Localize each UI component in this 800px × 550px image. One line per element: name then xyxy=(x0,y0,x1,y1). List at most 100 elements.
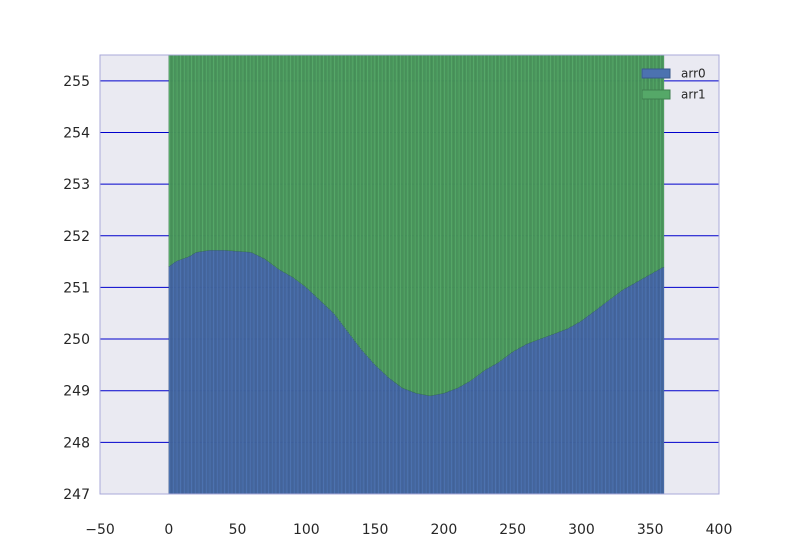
bar-arr0 xyxy=(379,369,381,495)
bar-arr1 xyxy=(403,54,406,390)
bar-arr0 xyxy=(651,273,654,495)
bar-arr1 xyxy=(559,54,561,332)
bar-arr1 xyxy=(462,54,465,385)
bar-arr0 xyxy=(531,341,534,495)
bar-arr0 xyxy=(299,282,301,495)
y-tick-label: 249 xyxy=(63,384,90,400)
bar-arr0 xyxy=(560,330,563,495)
bar-arr0 xyxy=(269,262,271,495)
bar-arr1 xyxy=(285,54,288,274)
bar-arr1 xyxy=(509,54,512,354)
bar-arr0 xyxy=(346,330,348,495)
bar-arr0 xyxy=(335,315,337,495)
bar-arr0 xyxy=(467,382,469,495)
plot-frame xyxy=(99,54,720,495)
y-tick-label: 255 xyxy=(63,74,90,90)
bar-arr0 xyxy=(438,394,440,495)
bar-arr1 xyxy=(395,54,398,384)
bar-arr0 xyxy=(352,339,355,495)
bar-arr0 xyxy=(208,250,211,495)
bar-arr0 xyxy=(487,367,490,495)
bar-arr0 xyxy=(315,296,318,495)
bar-arr1 xyxy=(275,54,278,268)
bar-arr0 xyxy=(336,317,339,495)
bar-arr1 xyxy=(328,54,330,309)
bar-arr0 xyxy=(200,251,202,495)
bar-arr0 xyxy=(502,358,505,495)
bar-arr0 xyxy=(262,257,264,495)
bar-arr0 xyxy=(295,279,297,495)
bar-arr1 xyxy=(185,54,187,258)
bar-arr0 xyxy=(482,371,484,495)
bar-arr1 xyxy=(574,54,577,325)
bar-arr1 xyxy=(241,54,244,252)
bar-arr0 xyxy=(611,297,614,495)
bar-arr0 xyxy=(256,255,259,495)
bar-arr1 xyxy=(549,54,552,336)
bar-arr0 xyxy=(509,353,512,495)
bar-arr1 xyxy=(193,54,196,254)
bar-arr0 xyxy=(366,356,369,495)
bar-arr0 xyxy=(479,373,482,495)
bar-arr1 xyxy=(198,54,201,252)
bar-arr1 xyxy=(632,54,634,285)
bar-arr1 xyxy=(505,54,508,357)
bar-arr1 xyxy=(440,54,443,394)
bar-arr1 xyxy=(434,54,436,396)
bar-arr1 xyxy=(471,54,473,381)
bar-arr0 xyxy=(413,392,416,495)
bar-arr0 xyxy=(351,337,354,495)
bar-arr1 xyxy=(182,54,185,259)
bar-arr0 xyxy=(212,250,215,495)
bar-arr1 xyxy=(456,54,458,389)
bar-arr0 xyxy=(201,251,204,495)
bar-arr1 xyxy=(564,54,567,330)
bar-arr1 xyxy=(401,54,403,388)
bar-arr0 xyxy=(575,323,578,495)
bar-arr0 xyxy=(241,251,244,495)
bar-arr1 xyxy=(575,54,578,324)
bar-arr1 xyxy=(513,54,516,351)
bar-arr0 xyxy=(443,392,446,495)
bar-arr1 xyxy=(291,54,293,277)
bar-arr0 xyxy=(640,279,643,495)
bar-arr1 xyxy=(413,54,416,393)
bar-arr0 xyxy=(553,333,556,495)
bar-arr1 xyxy=(326,54,329,308)
bar-arr0 xyxy=(556,332,559,495)
bar-arr0 xyxy=(322,303,325,495)
bar-arr0 xyxy=(292,277,295,495)
bar-arr0 xyxy=(513,350,516,495)
bar-arr0 xyxy=(282,271,285,495)
bar-arr0 xyxy=(449,390,451,495)
bar-arr0 xyxy=(519,347,522,495)
bar-arr1 xyxy=(179,54,182,260)
bar-arr1 xyxy=(248,54,251,253)
legend-swatch-arr1 xyxy=(641,89,671,100)
bar-arr0 xyxy=(445,392,447,495)
bar-arr0 xyxy=(285,273,288,495)
bar-arr1 xyxy=(610,54,612,299)
bar-arr0 xyxy=(434,394,436,495)
bar-arr0 xyxy=(659,268,662,495)
bar-arr0 xyxy=(291,276,293,495)
bar-arr0 xyxy=(179,259,182,495)
bar-arr1 xyxy=(612,54,615,297)
bar-arr1 xyxy=(308,54,311,291)
bar-arr1 xyxy=(497,54,500,363)
bar-arr0 xyxy=(471,379,473,495)
bar-arr0 xyxy=(643,277,645,495)
bar-arr0 xyxy=(372,362,374,495)
bar-arr0 xyxy=(645,276,648,495)
bar-arr0 xyxy=(578,321,581,495)
bar-arr0 xyxy=(534,340,537,495)
bar-arr0 xyxy=(380,370,383,495)
bar-arr1 xyxy=(311,54,314,294)
bar-arr1 xyxy=(379,54,381,370)
bar-arr1 xyxy=(446,54,449,393)
bar-arr0 xyxy=(306,287,308,495)
bar-arr0 xyxy=(524,344,527,495)
bar-arr1 xyxy=(584,54,586,319)
bar-arr0 xyxy=(238,251,241,495)
bar-arr0 xyxy=(222,250,224,495)
